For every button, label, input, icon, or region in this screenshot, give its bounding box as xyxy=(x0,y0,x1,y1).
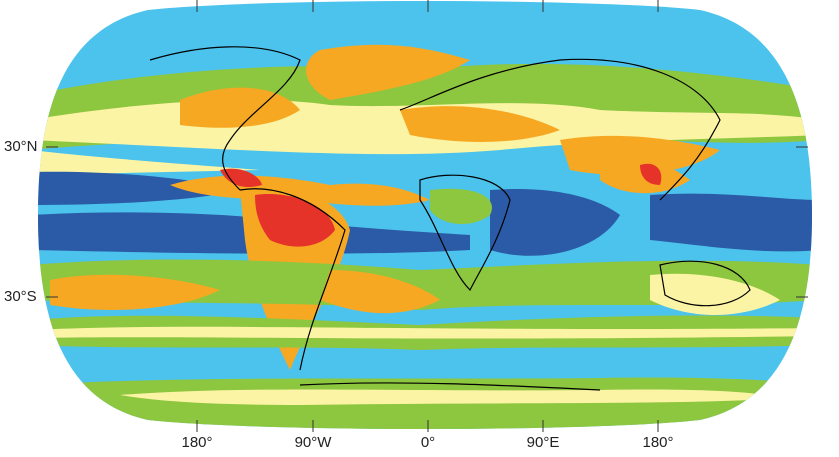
x-axis-label: 0° xyxy=(421,434,435,451)
y-axis-label: 30°S xyxy=(4,288,37,305)
x-axis-label: 90°E xyxy=(527,434,560,451)
x-axis-label: 90°W xyxy=(295,434,333,451)
graticule-ticks xyxy=(46,0,808,432)
y-axis-label: 30°N xyxy=(4,138,38,155)
map-fill xyxy=(38,1,812,429)
x-axis-label: 180° xyxy=(642,434,673,451)
x-axis-label: 180° xyxy=(181,434,212,451)
